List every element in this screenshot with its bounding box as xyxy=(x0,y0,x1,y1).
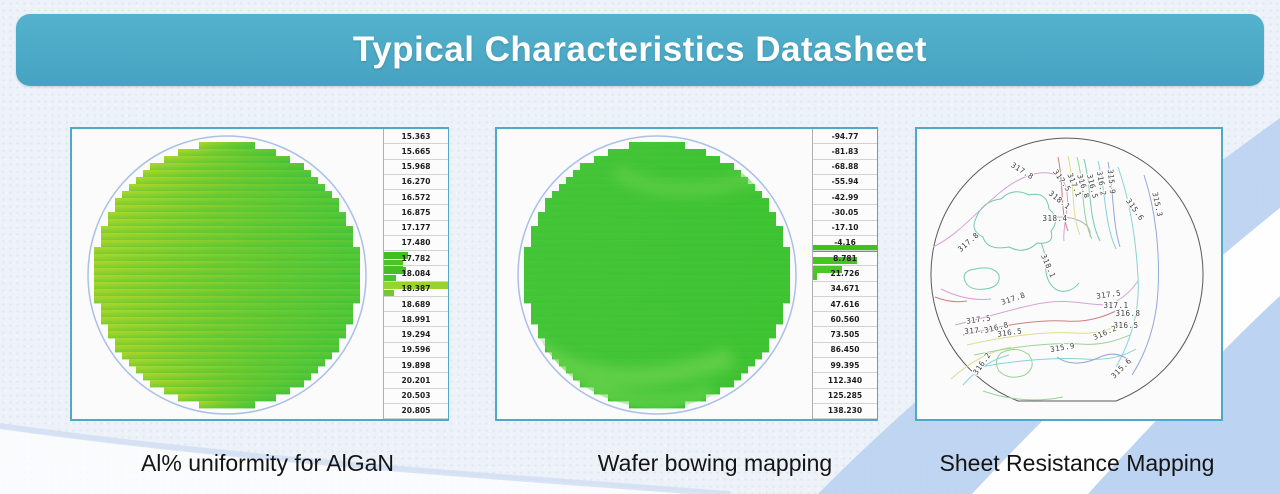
caption-al-uniformity: Al% uniformity for AlGaN xyxy=(140,450,395,476)
legend-value: 47.616 xyxy=(813,297,877,313)
legend-value: 21.726 xyxy=(813,266,877,282)
histogram-bar xyxy=(384,281,448,289)
legend-value: -17.10 xyxy=(813,221,877,236)
legend-value: 20.503 xyxy=(384,389,448,404)
legend-value: -94.77 xyxy=(813,129,877,145)
contour-label: 318.1 xyxy=(1047,189,1072,212)
contour-label: 317.1 xyxy=(964,325,990,336)
wafer-outline-circle xyxy=(517,135,797,415)
histogram-bar xyxy=(813,244,877,252)
legend-value: 20.201 xyxy=(384,373,448,389)
legend-value: 17.480 xyxy=(384,236,448,252)
contour-labels: 317.8 317.5317.1316.8316.5316.2315.9315.6… xyxy=(955,159,1165,381)
legend-value: 17.782 xyxy=(384,251,448,267)
legend-value: 125.285 xyxy=(813,389,877,404)
contour-label: 315.6 xyxy=(1109,356,1133,380)
legend-value: 112.340 xyxy=(813,373,877,389)
contour-plot-svg: 317.8 317.5317.1316.8316.5316.2315.9315.6… xyxy=(930,137,1204,402)
legend-value: 15.968 xyxy=(384,160,448,175)
wafer-map-al-svg xyxy=(87,135,367,415)
legend-value: 18.689 xyxy=(384,297,448,313)
wafer-map-al xyxy=(72,129,383,419)
legend-value: -81.83 xyxy=(813,144,877,160)
wafer-map-bowing-svg xyxy=(517,135,797,415)
contour-lines xyxy=(932,155,1159,401)
contour-label: 317.5 xyxy=(966,313,992,325)
legend-value: 16.572 xyxy=(384,190,448,206)
legend-value: 15.665 xyxy=(384,144,448,160)
histogram-bar xyxy=(813,257,857,264)
contour-label: 317.1 xyxy=(1103,301,1128,310)
wafer-pixels xyxy=(94,142,360,409)
wafer-boundary xyxy=(930,137,1204,402)
contour-plot: 317.8 317.5 317.1 316.8 316.5 316.2 315.9 315.6… xyxy=(917,129,1221,419)
panel-wafer-bowing: -94.77 -81.83 -68.88 -55.94 -42.99 -30.05 -17.… xyxy=(495,127,878,421)
contour-label: 318.4 xyxy=(1042,214,1067,223)
wafer-map-bowing xyxy=(497,129,812,419)
legend-value: -42.99 xyxy=(813,190,877,206)
legend-value: -55.94 xyxy=(813,175,877,191)
color-scale-legend-al: 15.363 15.665 15.968 16.270 16.572 16.875 17.1… xyxy=(383,129,448,420)
contour-label: 318.1 xyxy=(1039,253,1057,280)
legend-value: 8.781 xyxy=(813,251,877,267)
legend-value: 20.805 xyxy=(384,404,448,420)
caption-wafer-bowing: Wafer bowing mapping xyxy=(597,450,833,476)
legend-value: 19.294 xyxy=(384,327,448,343)
legend-value: 18.991 xyxy=(384,312,448,328)
legend-value: 17.177 xyxy=(384,221,448,236)
contour-label: 317.8 xyxy=(956,230,981,253)
histogram-bar xyxy=(384,289,394,297)
histogram-bar xyxy=(384,274,397,282)
legend-value: 73.505 xyxy=(813,327,877,343)
legend-value: 16.270 xyxy=(384,175,448,191)
legend-value: 19.898 xyxy=(384,358,448,374)
contour-label: 316.2 xyxy=(1092,324,1119,342)
color-scale-legend-bowing: -94.77 -81.83 -68.88 -55.94 -42.99 -30.05 -17.… xyxy=(812,129,877,420)
contour-label: 315.3 xyxy=(1150,191,1164,217)
legend-value: -4.16 xyxy=(813,236,877,252)
legend-value: -30.05 xyxy=(813,205,877,221)
histogram-bar xyxy=(384,259,404,267)
histogram-bar xyxy=(384,267,406,274)
legend-value: 18.387 xyxy=(384,282,448,297)
contour-label: 315.6 xyxy=(1124,197,1146,223)
legend-value: 19.596 xyxy=(384,343,448,358)
legend-value: 138.230 xyxy=(813,404,877,420)
legend-value: 16.875 xyxy=(384,205,448,221)
contour-label: 317.8 xyxy=(1000,290,1027,306)
legend-value: 18.084 xyxy=(384,266,448,282)
histogram-bar xyxy=(813,265,842,273)
legend-value: 99.395 xyxy=(813,358,877,374)
page-title: Typical Characteristics Datasheet xyxy=(352,30,928,69)
contour-label: 315.9 xyxy=(1049,341,1075,354)
histogram-bar xyxy=(384,252,409,259)
contour-label: 316.8 xyxy=(1115,309,1140,318)
title-bar: Typical Characteristics Datasheet xyxy=(16,14,1264,86)
legend-value: 34.671 xyxy=(813,282,877,297)
legend-value: 60.560 xyxy=(813,312,877,328)
legend-value: 15.363 xyxy=(384,129,448,145)
histogram-bar xyxy=(813,273,818,280)
legend-value: 86.450 xyxy=(813,343,877,358)
legend-value: -68.88 xyxy=(813,160,877,175)
contour-label: 315.9 xyxy=(1106,169,1118,195)
panel-al-uniformity: 15.363 15.665 15.968 16.270 16.572 16.875 17.1… xyxy=(70,127,449,421)
contour-label: 316.5 xyxy=(1113,321,1138,330)
wafer-outline-circle xyxy=(87,135,367,415)
caption-sheet-resistance: Sheet Resistance Mapping xyxy=(939,450,1215,476)
contour-label: 317.5 xyxy=(1096,288,1122,300)
panel-sheet-resistance: 317.8 317.5 317.1 316.8 316.5 316.2 315.9 315.6… xyxy=(915,127,1223,421)
